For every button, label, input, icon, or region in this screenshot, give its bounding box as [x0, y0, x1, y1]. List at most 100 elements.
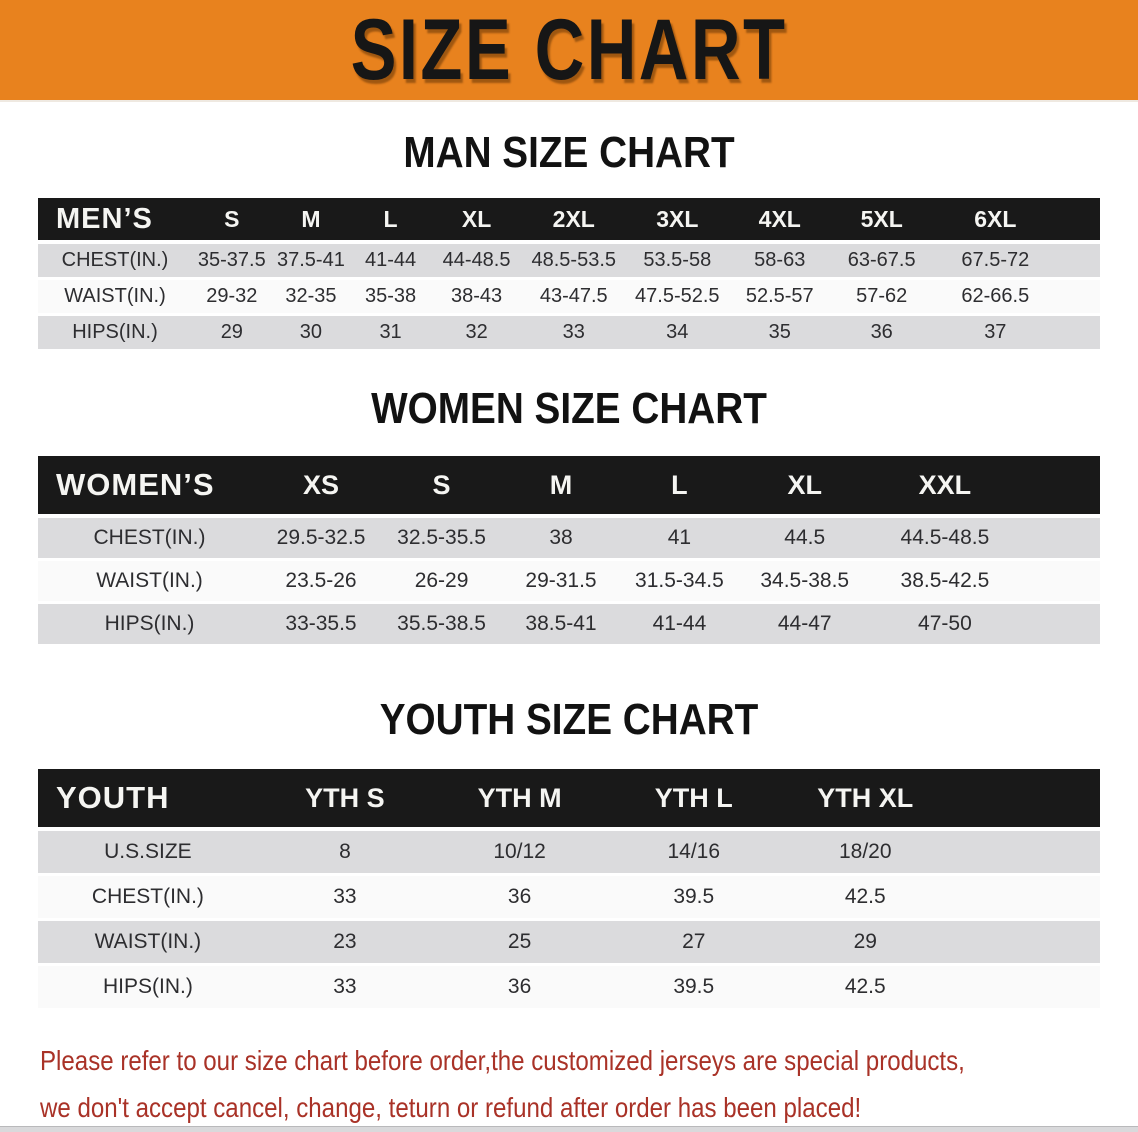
- size-value-cell: 25: [431, 921, 608, 966]
- size-value-cell: 35-37.5: [192, 244, 272, 280]
- size-value-cell: 35-38: [350, 280, 431, 316]
- size-value-cell: 33-35.5: [261, 604, 382, 647]
- size-value-cell: 31.5-34.5: [619, 561, 739, 604]
- women-size-section: WOMEN SIZE CHART WOMEN’S XS S M L XL XXL CHEST(…: [0, 386, 1138, 647]
- row-filler: [950, 876, 1100, 921]
- row-filler: [1057, 280, 1100, 316]
- header-filler: [950, 769, 1100, 831]
- size-value-cell: 37.5-41: [271, 244, 351, 280]
- size-value-cell: 33: [257, 876, 432, 921]
- table-row: CHEST(IN.) 35-37.5 37.5-41 41-44 44-48.5 48.5…: [38, 244, 1100, 280]
- women-size-table: WOMEN’S XS S M L XL XXL CHEST(IN.) 29.5-32.5 32.5…: [38, 456, 1100, 647]
- size-value-cell: 18/20: [780, 831, 951, 876]
- size-value-cell: 38-43: [430, 280, 523, 316]
- size-value-cell: 37: [933, 316, 1058, 352]
- size-value-cell: 32.5-35.5: [381, 518, 503, 561]
- size-value-cell: 52.5-57: [729, 280, 831, 316]
- row-filler: [1019, 561, 1100, 604]
- size-value-cell: 34: [625, 316, 730, 352]
- row-filler: [950, 921, 1100, 966]
- women-section-heading: WOMEN SIZE CHART: [371, 384, 767, 433]
- column-header: YTH S: [257, 769, 432, 831]
- size-value-cell: 44.5: [738, 518, 871, 561]
- column-header: YTH XL: [780, 769, 951, 831]
- women-table-title: WOMEN’S: [38, 456, 262, 518]
- size-value-cell: 29: [780, 921, 951, 966]
- size-value-cell: 8: [257, 831, 432, 876]
- row-label: CHEST(IN.): [38, 876, 258, 921]
- youth-table-title: YOUTH: [38, 769, 258, 831]
- column-header: XXL: [870, 456, 1020, 518]
- size-value-cell: 39.5: [607, 966, 781, 1011]
- size-value-cell: 23: [257, 921, 432, 966]
- size-value-cell: 62-66.5: [933, 280, 1058, 316]
- column-header: S: [381, 456, 503, 518]
- header-filler: [1057, 198, 1100, 244]
- column-header: L: [350, 198, 431, 244]
- size-value-cell: 30: [271, 316, 351, 352]
- row-label: CHEST(IN.): [38, 244, 192, 280]
- disclaimer-text: Please refer to our size chart before or…: [40, 1037, 984, 1131]
- size-value-cell: 41-44: [619, 604, 739, 647]
- size-value-cell: 39.5: [607, 876, 781, 921]
- youth-section-heading: YOUTH SIZE CHART: [379, 695, 759, 744]
- column-header: 6XL: [933, 198, 1058, 244]
- table-row: HIPS(IN.) 33 36 39.5 42.5: [38, 966, 1100, 1011]
- row-label: WAIST(IN.): [38, 280, 192, 316]
- row-label: HIPS(IN.): [38, 966, 258, 1011]
- column-header: 5XL: [830, 198, 934, 244]
- size-value-cell: 42.5: [780, 876, 951, 921]
- size-value-cell: 67.5-72: [933, 244, 1058, 280]
- row-label: WAIST(IN.): [38, 561, 262, 604]
- size-value-cell: 31: [350, 316, 431, 352]
- size-value-cell: 47.5-52.5: [625, 280, 730, 316]
- column-header: XL: [738, 456, 871, 518]
- size-value-cell: 57-62: [830, 280, 934, 316]
- table-row: CHEST(IN.) 29.5-32.5 32.5-35.5 38 41 44.5 44.5…: [38, 518, 1100, 561]
- row-filler: [950, 831, 1100, 876]
- disclaimer-line-2: we don't accept cancel, change, teturn o…: [40, 1092, 862, 1123]
- size-value-cell: 44-47: [738, 604, 871, 647]
- row-label: U.S.SIZE: [38, 831, 258, 876]
- table-row: WAIST(IN.) 23.5-26 26-29 29-31.5 31.5-34.5 34…: [38, 561, 1100, 604]
- size-value-cell: 47-50: [870, 604, 1020, 647]
- column-header: M: [271, 198, 351, 244]
- table-row: HIPS(IN.) 29 30 31 32 33 34 35 36 37: [38, 316, 1100, 352]
- size-value-cell: 29-31.5: [502, 561, 620, 604]
- size-value-cell: 27: [607, 921, 781, 966]
- size-value-cell: 38.5-41: [502, 604, 620, 647]
- size-value-cell: 33: [522, 316, 626, 352]
- column-header: YTH M: [431, 769, 608, 831]
- banner: SIZE CHART: [0, 0, 1138, 102]
- size-value-cell: 41-44: [350, 244, 431, 280]
- row-filler: [1057, 244, 1100, 280]
- table-row: WAIST(IN.) 23 25 27 29: [38, 921, 1100, 966]
- size-value-cell: 29-32: [192, 280, 272, 316]
- header-filler: [1019, 456, 1100, 518]
- size-value-cell: 35: [729, 316, 831, 352]
- men-size-table: MEN’S S M L XL 2XL 3XL 4XL 5XL 6XL CHEST(IN.) 35-37…: [38, 198, 1100, 352]
- size-value-cell: 10/12: [431, 831, 608, 876]
- row-label: CHEST(IN.): [38, 518, 262, 561]
- row-label: HIPS(IN.): [38, 316, 192, 352]
- table-row: HIPS(IN.) 33-35.5 35.5-38.5 38.5-41 41-44 44-…: [38, 604, 1100, 647]
- row-filler: [1019, 518, 1100, 561]
- bottom-divider-bar: [0, 1126, 1138, 1132]
- column-header: 3XL: [625, 198, 730, 244]
- youth-size-table: YOUTH YTH S YTH M YTH L YTH XL U.S.SIZE 8 10/12…: [38, 769, 1100, 1011]
- column-header: XL: [430, 198, 523, 244]
- size-value-cell: 41: [619, 518, 739, 561]
- size-value-cell: 35.5-38.5: [381, 604, 503, 647]
- column-header: YTH L: [607, 769, 781, 831]
- men-section-heading: MAN SIZE CHART: [403, 128, 735, 177]
- size-value-cell: 44-48.5: [430, 244, 523, 280]
- disclaimer-line-1: Please refer to our size chart before or…: [40, 1045, 965, 1076]
- size-value-cell: 36: [830, 316, 934, 352]
- size-value-cell: 38: [502, 518, 620, 561]
- size-value-cell: 26-29: [381, 561, 503, 604]
- size-value-cell: 33: [257, 966, 432, 1011]
- men-table-title: MEN’S: [38, 198, 192, 244]
- size-value-cell: 29.5-32.5: [261, 518, 382, 561]
- size-value-cell: 53.5-58: [625, 244, 730, 280]
